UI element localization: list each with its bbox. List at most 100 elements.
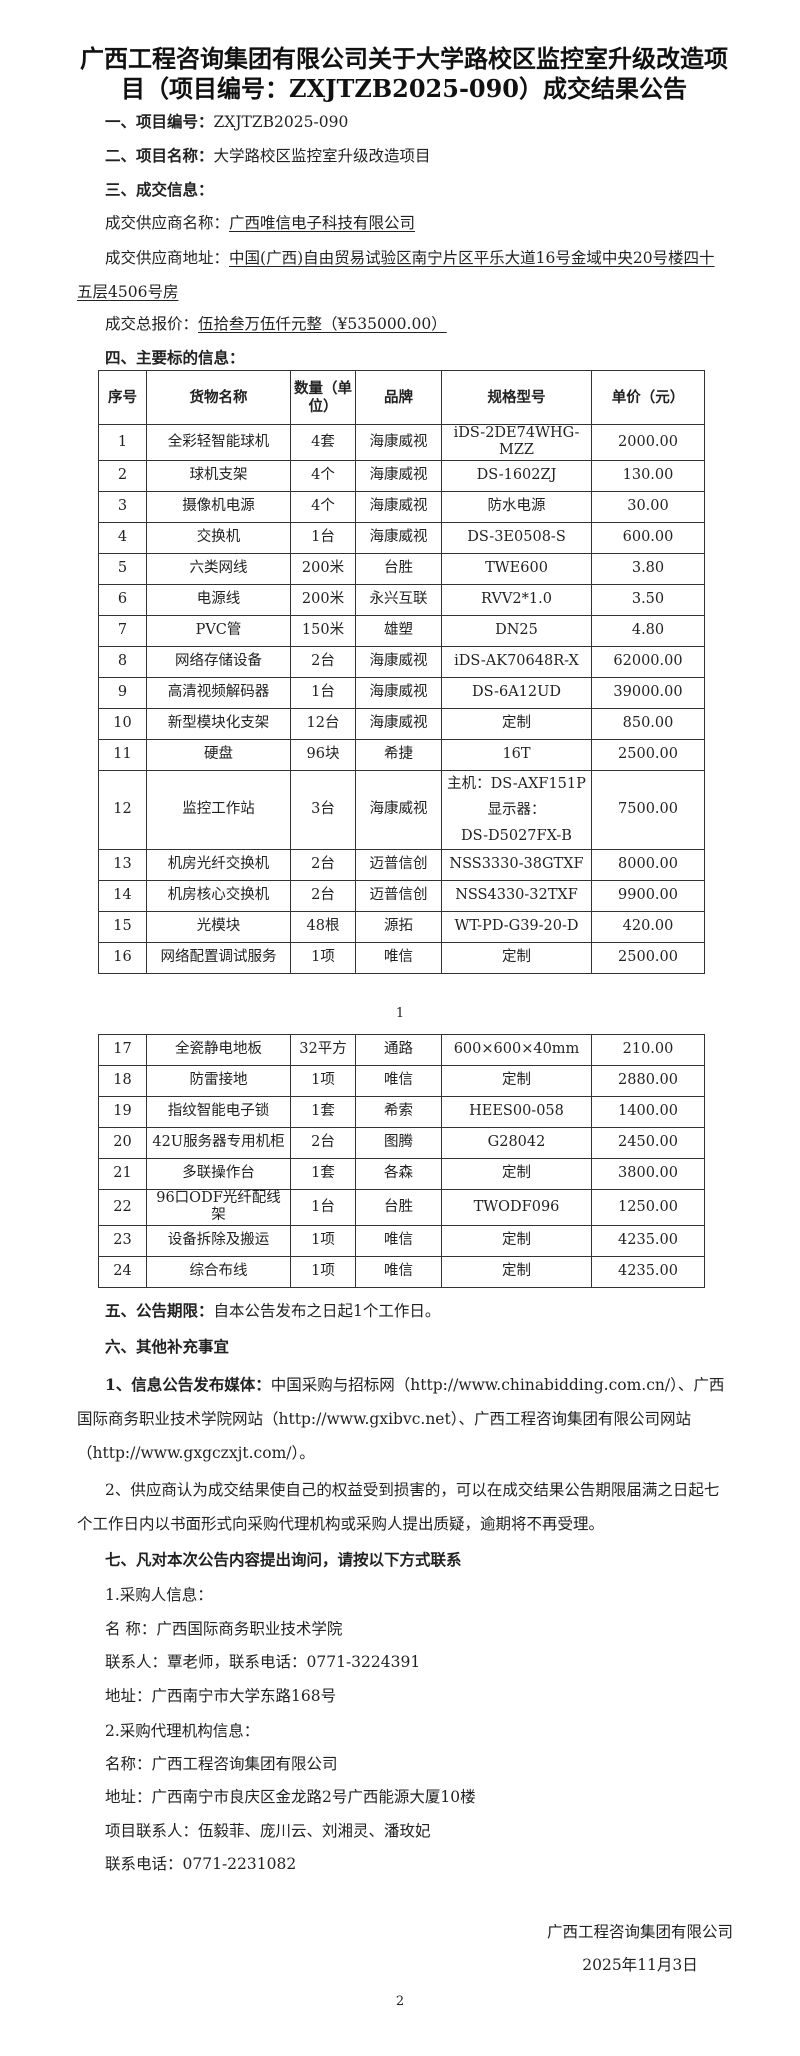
table-row: 24 综合布线 1项 唯信 定制 4235.00: [98, 1255, 705, 1288]
cell-goods-name: 机房光纤交换机: [146, 848, 291, 881]
cell-goods-name: 42U服务器专用机柜: [146, 1127, 291, 1159]
cell-brand: 台胜: [355, 552, 442, 585]
cell-brand: 海康威视: [355, 459, 442, 492]
label: 成交供应商地址：: [105, 249, 230, 267]
cell-goods-name: 电源线: [146, 583, 291, 616]
cell-brand: 海康威视: [355, 769, 442, 850]
table-row: 2 球机支架 4个 海康威视 DS-1602ZJ 130.00: [98, 459, 705, 492]
table-row: 22 96口ODF光纤配线架 1台 台胜 TWODF096 1250.00: [98, 1189, 705, 1226]
cell-quantity: 3台: [290, 769, 356, 850]
cell-spec: DS-3E0508-S: [441, 521, 592, 554]
cell-brand: 海康威视: [355, 424, 442, 461]
project-number: ZXJTZB2025-090: [213, 113, 349, 131]
cell-brand: 希索: [355, 1096, 442, 1128]
notice-period: 自本公告发布之日起1个工作日。: [213, 1302, 441, 1320]
label: 二、项目名称：: [105, 146, 214, 165]
cell-index: 12: [98, 769, 147, 850]
cell-index: 2: [98, 459, 147, 492]
table-row: 23 设备拆除及搬运 1项 唯信 定制 4235.00: [98, 1224, 705, 1257]
cell-brand: 海康威视: [355, 645, 442, 678]
cell-goods-name: 全瓷静电地板: [146, 1034, 291, 1066]
cell-quantity: 2台: [290, 879, 356, 912]
cell-quantity: 1项: [290, 1255, 356, 1288]
purchaser-address: 地址：广西南宁市大学东路168号: [105, 1687, 337, 1705]
cell-index: 11: [98, 738, 147, 771]
supplier-name: 广西唯信电子科技有限公司: [229, 214, 416, 232]
cell-spec: iDS-2DE74WHG-MZZ: [441, 424, 592, 461]
cell-brand: 海康威视: [355, 676, 442, 709]
table-row: 20 42U服务器专用机柜 2台 图腾 G28042 2450.00: [98, 1127, 705, 1159]
cell-spec: TWODF096: [441, 1189, 592, 1226]
cell-index: 1: [98, 424, 147, 461]
table-row: 15 光模块 48根 源拓 WT-PD-G39-20-D 420.00: [98, 910, 705, 943]
table-row: 16 网络配置调试服务 1项 唯信 定制 2500.00: [98, 941, 705, 974]
cell-unit-price: 9900.00: [591, 879, 705, 912]
cell-index: 15: [98, 910, 147, 943]
section-project-name: 二、项目名称：大学路校区监控室升级改造项目: [77, 139, 729, 173]
agency-contacts: 项目联系人：伍毅菲、庞川云、刘湘灵、潘玫妃: [105, 1822, 431, 1840]
cell-brand: 希捷: [355, 738, 442, 771]
table-row: 19 指纹智能电子锁 1套 希索 HEES00-058 1400.00: [98, 1096, 705, 1128]
cell-spec: NSS3330-38GTXF: [441, 848, 592, 881]
cell-index: 6: [98, 583, 147, 616]
section-other-matters: 六、其他补充事宜: [105, 1337, 230, 1356]
cell-spec: DN25: [441, 614, 592, 647]
supplier-name-line: 成交供应商名称：广西唯信电子科技有限公司: [77, 206, 729, 240]
cell-quantity: 1套: [290, 1096, 356, 1128]
items-table-page2: 17 全瓷静电地板 32平方 通路 600×600×40mm 210.00 18 防雷接地 1项…: [98, 1034, 705, 1288]
cell-goods-name: 高清视频解码器: [146, 676, 291, 709]
cell-brand: 迈普信创: [355, 879, 442, 912]
cell-spec: 主机：DS-AXF151P 显示器： DS-D5027FX-B: [441, 769, 592, 850]
cell-goods-name: 指纹智能电子锁: [146, 1096, 291, 1128]
page-number: 2: [395, 1994, 405, 2009]
cell-spec: 定制: [441, 707, 592, 740]
section-contact: 七、凡对本次公告内容提出询问，请按以下方式联系: [105, 1550, 462, 1569]
cell-unit-price: 8000.00: [591, 848, 705, 881]
table-header-row: 序号 货物名称 数量（单位） 品牌 规格型号 单价（元）: [98, 370, 705, 425]
cell-unit-price: 4.80: [591, 614, 705, 647]
cell-spec: 定制: [441, 1255, 592, 1288]
cell-unit-price: 30.00: [591, 490, 705, 523]
cell-index: 20: [98, 1127, 147, 1159]
section-project-number: 一、项目编号：ZXJTZB2025-090: [77, 105, 729, 139]
table-row: 6 电源线 200米 永兴互联 RVV2*1.0 3.50: [98, 583, 705, 616]
cell-index: 24: [98, 1255, 147, 1288]
cell-index: 18: [98, 1065, 147, 1097]
cell-brand: 雄塑: [355, 614, 442, 647]
header-goods-name: 货物名称: [146, 370, 291, 425]
total-price: 伍拾叁万伍仟元整（¥535000.00）: [198, 315, 447, 333]
cell-quantity: 4个: [290, 459, 356, 492]
cell-brand: 唯信: [355, 941, 442, 974]
supplier-address-line: 成交供应商地址：中国(广西)自由贸易试验区南宁片区平乐大道16号金域中央20号楼…: [77, 241, 729, 309]
items-table-page1: 序号 货物名称 数量（单位） 品牌 规格型号 单价（元） 1 全彩轻智能球机 4套海…: [98, 370, 705, 974]
cell-brand: 唯信: [355, 1255, 442, 1288]
total-price-line: 成交总报价：伍拾叁万伍仟元整（¥535000.00）: [77, 307, 729, 341]
purchaser-heading: 1.采购人信息：: [105, 1586, 213, 1604]
cell-quantity: 1台: [290, 521, 356, 554]
cell-index: 23: [98, 1224, 147, 1257]
cell-goods-name: 网络配置调试服务: [146, 941, 291, 974]
cell-goods-name: PVC管: [146, 614, 291, 647]
cell-brand: 唯信: [355, 1065, 442, 1097]
cell-quantity: 2台: [290, 1127, 356, 1159]
cell-quantity: 4套: [290, 424, 356, 461]
cell-unit-price: 1250.00: [591, 1189, 705, 1226]
cell-goods-name: 机房核心交换机: [146, 879, 291, 912]
cell-goods-name: 网络存储设备: [146, 645, 291, 678]
cell-unit-price: 3800.00: [591, 1158, 705, 1190]
cell-quantity: 1套: [290, 1158, 356, 1190]
spec-line: 主机：DS-AXF151P: [447, 775, 586, 792]
cell-brand: 海康威视: [355, 707, 442, 740]
cell-brand: 台胜: [355, 1189, 442, 1226]
cell-goods-name: 综合布线: [146, 1255, 291, 1288]
cell-spec: G28042: [441, 1127, 592, 1159]
cell-index: 22: [98, 1189, 147, 1226]
cell-brand: 通路: [355, 1034, 442, 1066]
label: 成交总报价：: [105, 315, 199, 333]
cell-spec: 定制: [441, 941, 592, 974]
cell-goods-name: 六类网线: [146, 552, 291, 585]
table-row: 9 高清视频解码器 1台 海康威视 DS-6A12UD 39000.00: [98, 676, 705, 709]
cell-spec: HEES00-058: [441, 1096, 592, 1128]
page-title: 广西工程咨询集团有限公司关于大学路校区监控室升级改造项目（项目编号：ZXJTZB…: [80, 44, 728, 103]
table-row: 5 六类网线 200米 台胜 TWE600 3.80: [98, 552, 705, 585]
